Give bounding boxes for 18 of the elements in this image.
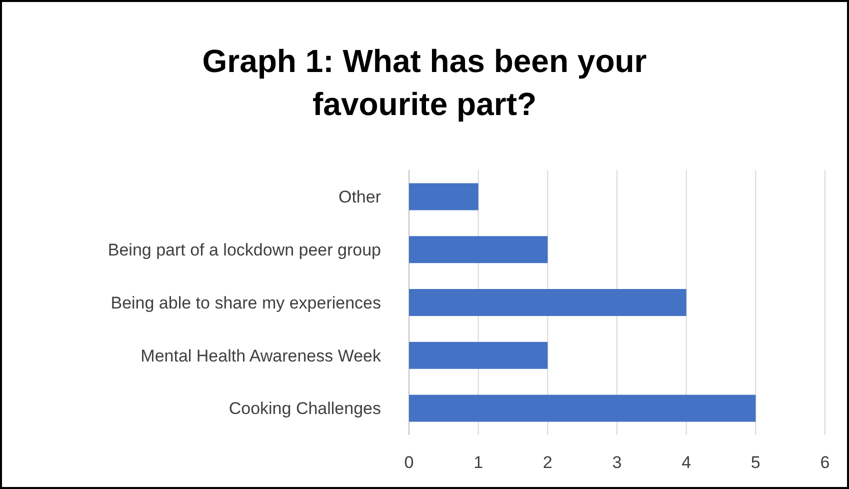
bar (409, 394, 756, 422)
bar (409, 289, 686, 316)
y-tick-label: Cooking Challenges (228, 399, 381, 418)
x-tick-label: 6 (820, 453, 830, 472)
y-tick-label: Mental Health Awareness Week (140, 346, 382, 366)
bar (409, 236, 548, 264)
bar (409, 183, 478, 210)
y-tick-label: Other (338, 188, 382, 207)
x-tick-label: 0 (404, 453, 414, 472)
chart-title: Graph 1: What has been your favourite part? (202, 43, 647, 122)
y-tick-label: Being able to share my experiences (110, 293, 381, 312)
x-tick-label: 3 (612, 453, 622, 472)
x-tick-label: 2 (542, 453, 552, 472)
bar (409, 342, 548, 369)
y-tick-label: Being part of a lockdown peer group (108, 240, 381, 260)
x-tick-label: 1 (474, 453, 484, 472)
x-tick-label: 4 (682, 453, 692, 472)
x-tick-label: 5 (750, 453, 760, 472)
